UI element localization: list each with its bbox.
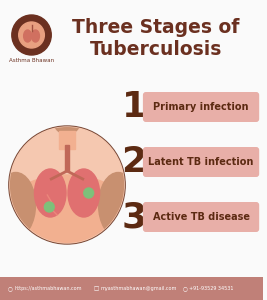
Text: +91-93529 34531: +91-93529 34531 — [189, 286, 234, 291]
Circle shape — [13, 31, 22, 40]
Ellipse shape — [68, 169, 100, 217]
Text: Asthma Bhawan: Asthma Bhawan — [9, 58, 54, 63]
Circle shape — [17, 40, 26, 50]
Circle shape — [41, 31, 50, 40]
Bar — [59, 131, 75, 149]
Circle shape — [27, 16, 36, 26]
Text: 1: 1 — [121, 90, 147, 124]
Circle shape — [9, 126, 125, 244]
Ellipse shape — [24, 30, 32, 42]
Text: Tuberculosis: Tuberculosis — [89, 40, 222, 59]
FancyBboxPatch shape — [143, 92, 259, 122]
Circle shape — [17, 21, 26, 30]
Ellipse shape — [54, 112, 80, 134]
Circle shape — [27, 44, 36, 53]
Ellipse shape — [0, 172, 36, 238]
Ellipse shape — [32, 30, 40, 42]
Circle shape — [37, 21, 46, 30]
Circle shape — [84, 188, 94, 198]
Text: 3: 3 — [121, 200, 147, 234]
Text: myasthmabhawan@gmail.com: myasthmabhawan@gmail.com — [100, 286, 177, 291]
Text: 2: 2 — [121, 145, 147, 179]
Ellipse shape — [34, 169, 66, 217]
Circle shape — [37, 40, 46, 50]
Circle shape — [12, 15, 51, 55]
Bar — [0, 277, 263, 300]
Bar — [65, 145, 69, 171]
Circle shape — [19, 22, 44, 48]
Text: Latent TB infection: Latent TB infection — [148, 157, 254, 167]
Ellipse shape — [99, 172, 138, 238]
Text: Active TB disease: Active TB disease — [152, 212, 250, 222]
Text: ○: ○ — [8, 286, 13, 291]
Text: https://asthmabhawan.com: https://asthmabhawan.com — [15, 286, 82, 291]
Text: □: □ — [94, 286, 99, 291]
Text: Primary infection: Primary infection — [153, 102, 249, 112]
Circle shape — [10, 127, 124, 243]
Circle shape — [44, 202, 54, 212]
Text: ○: ○ — [182, 286, 187, 291]
Ellipse shape — [3, 175, 131, 255]
FancyBboxPatch shape — [143, 147, 259, 177]
Text: Three Stages of: Three Stages of — [72, 18, 239, 37]
FancyBboxPatch shape — [143, 202, 259, 232]
